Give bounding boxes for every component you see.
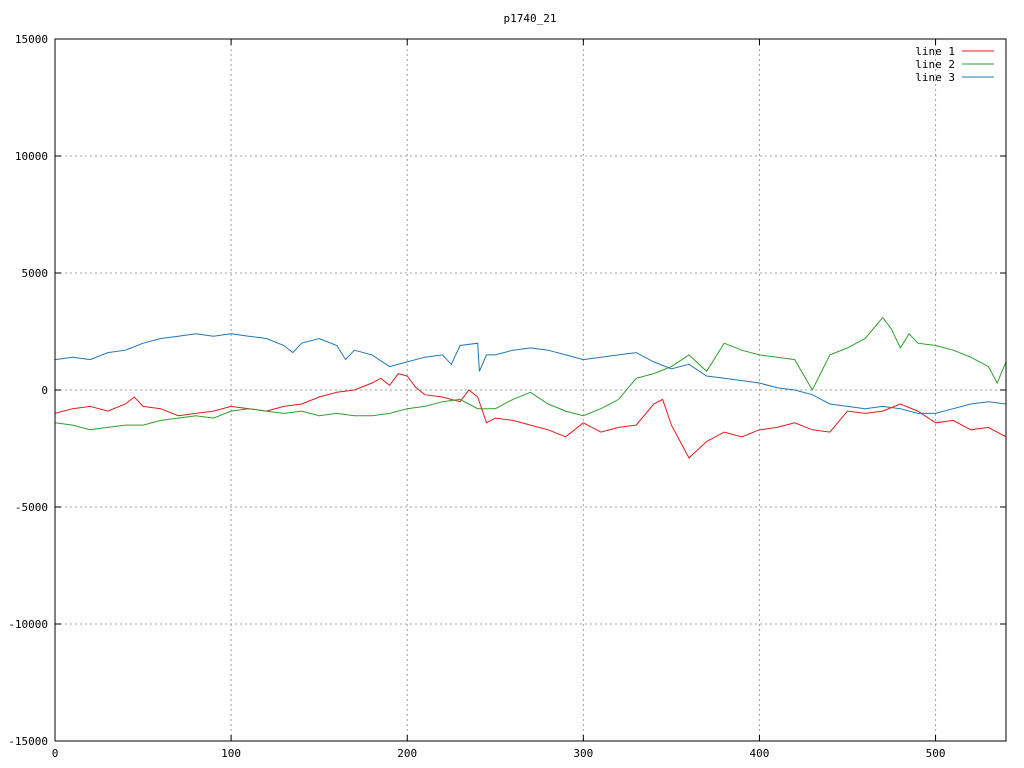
series-lines <box>54 316 1007 459</box>
x-tick-label: 0 <box>52 747 59 760</box>
series-line-3 <box>54 333 1007 414</box>
y-tick-label: -10000 <box>8 618 48 631</box>
grid <box>55 39 1006 741</box>
plot-frame <box>54 38 1007 742</box>
y-tick-label: 0 <box>41 384 48 397</box>
series-line-1 <box>54 373 1007 459</box>
y-tick-label: -15000 <box>8 735 48 748</box>
y-tick-label: 15000 <box>15 33 48 46</box>
y-tick-label: 10000 <box>15 150 48 163</box>
axis-ticks: 0 100 200 300 400 500 -15000 -10000 -5000 0 5000 10… <box>8 33 1006 760</box>
y-tick-label: -5000 <box>15 501 48 514</box>
y-tick-label: 5000 <box>22 267 49 280</box>
series-line-2 <box>54 316 1007 431</box>
legend-label-2: line 2 <box>915 58 955 71</box>
x-tick-label: 400 <box>750 747 770 760</box>
legend-label-1: line 1 <box>915 45 955 58</box>
x-tick-label: 300 <box>573 747 593 760</box>
legend-label-3: line 3 <box>915 71 955 84</box>
x-tick-label: 100 <box>221 747 241 760</box>
x-tick-label: 500 <box>926 747 946 760</box>
chart-title: p1740_21 <box>504 12 557 25</box>
x-tick-label: 200 <box>397 747 417 760</box>
